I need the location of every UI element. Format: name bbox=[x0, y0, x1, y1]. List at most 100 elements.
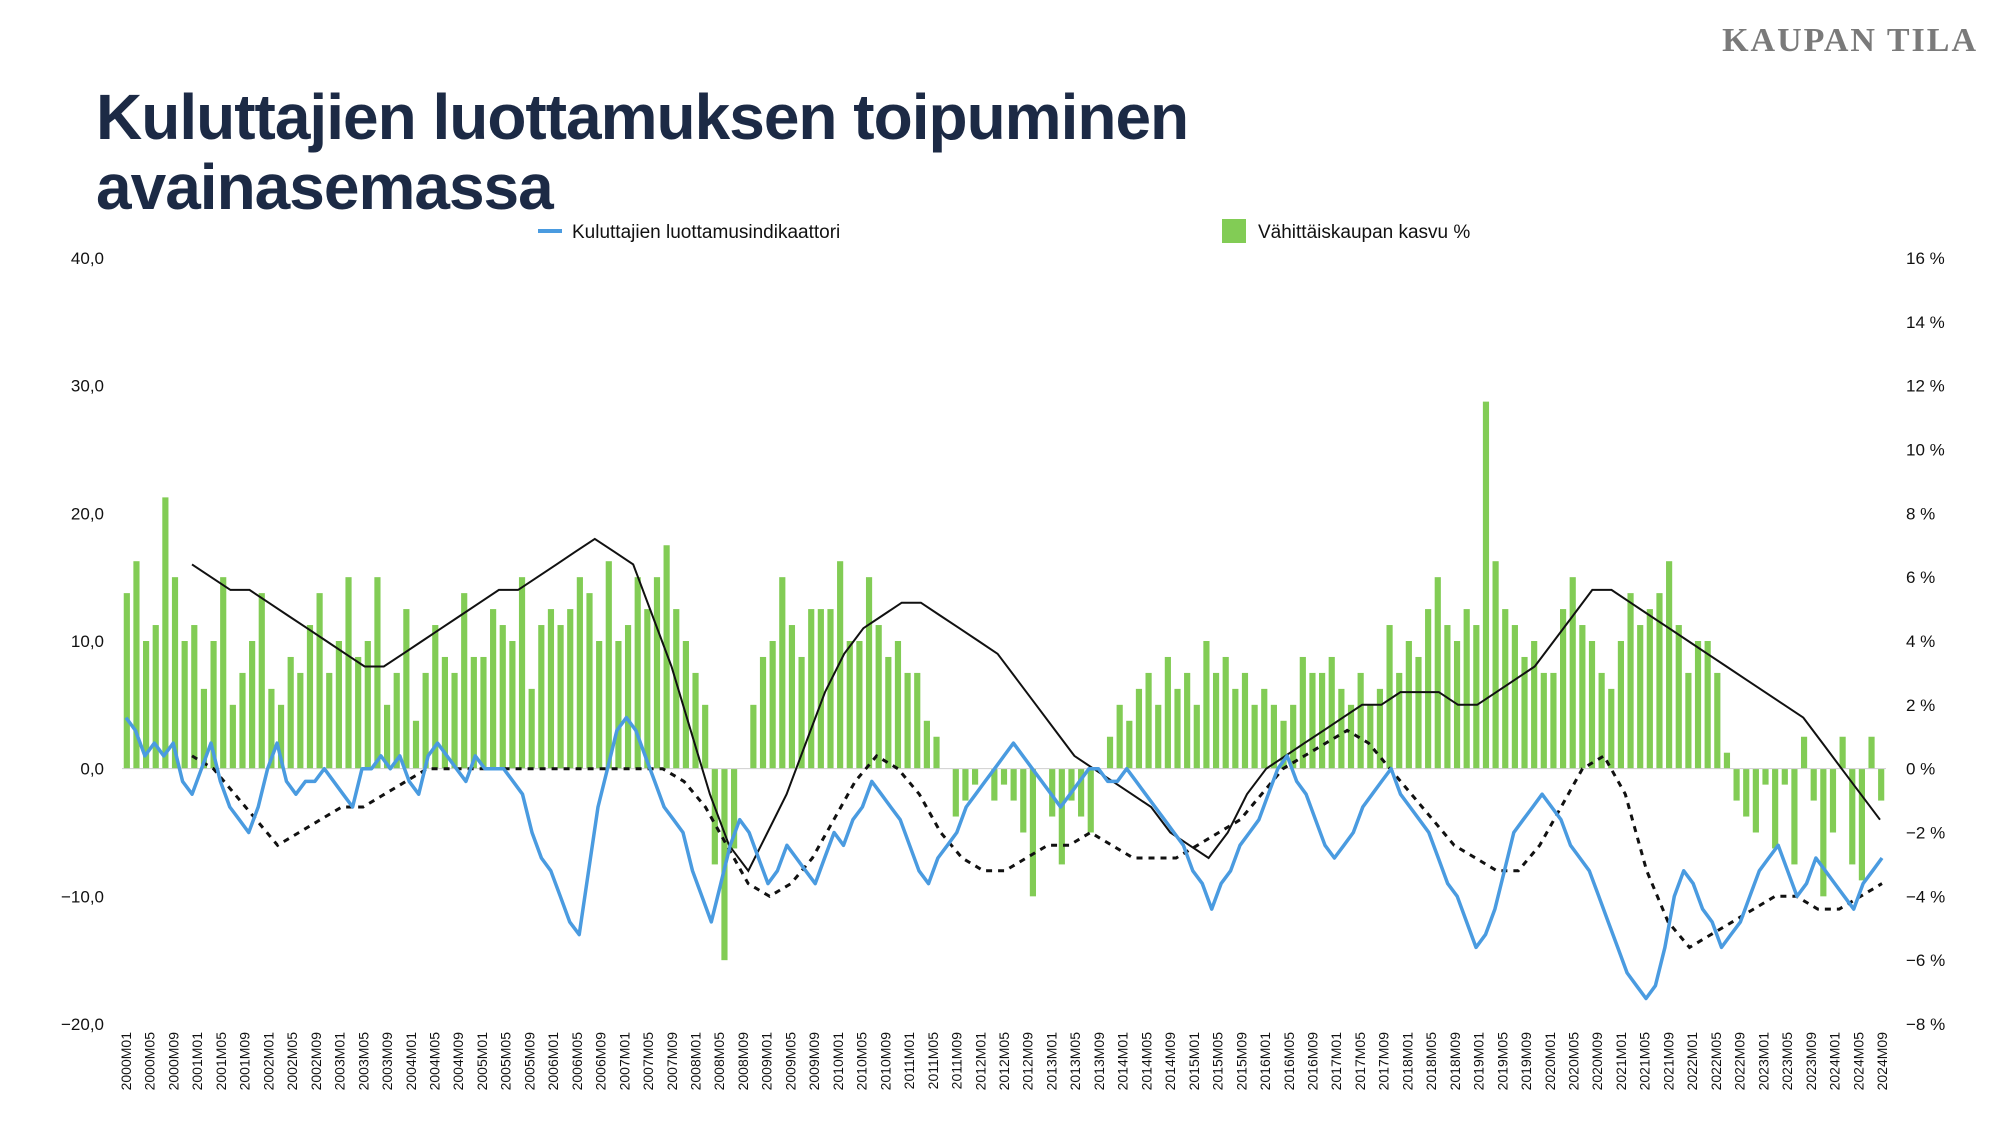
retail-bar bbox=[962, 768, 969, 801]
retail-bar bbox=[827, 609, 834, 769]
retail-bar bbox=[1203, 641, 1210, 769]
retail-bar bbox=[952, 768, 959, 817]
retail-bar bbox=[1531, 641, 1538, 769]
retail-bar bbox=[277, 704, 285, 769]
retail-bar bbox=[1772, 768, 1779, 849]
retail-bar bbox=[1087, 768, 1094, 833]
retail-bar bbox=[364, 641, 371, 769]
x-tick-label: 2012M09 bbox=[1020, 1032, 1036, 1091]
retail-bar bbox=[991, 768, 998, 801]
retail-bar bbox=[1280, 720, 1287, 769]
retail-bar bbox=[412, 720, 420, 769]
retail-bar bbox=[1270, 704, 1277, 769]
retail-bar bbox=[306, 625, 314, 769]
retail-bar bbox=[1386, 625, 1393, 769]
retail-bar bbox=[143, 641, 150, 769]
retail-bar bbox=[229, 704, 236, 769]
x-tick-label: 2006M05 bbox=[569, 1032, 585, 1091]
retail-bar bbox=[1328, 656, 1335, 769]
retail-bar bbox=[1357, 672, 1364, 769]
retail-bar bbox=[1550, 672, 1557, 769]
retail-bar bbox=[432, 625, 439, 769]
retail-bar bbox=[383, 704, 391, 769]
x-tick-label: 2006M01 bbox=[545, 1032, 561, 1091]
retail-bar bbox=[480, 656, 487, 769]
retail-bar bbox=[461, 593, 468, 769]
retail-bar bbox=[499, 625, 506, 769]
retail-bar bbox=[1010, 768, 1017, 801]
x-tick-label: 2002M01 bbox=[260, 1032, 276, 1091]
retail-bar bbox=[1579, 625, 1586, 769]
left-tick-label: 40,0 bbox=[71, 249, 104, 268]
left-tick-label: −20,0 bbox=[61, 1015, 104, 1034]
retail-bar bbox=[1135, 688, 1143, 769]
x-tick-label: 2019M01 bbox=[1471, 1032, 1487, 1091]
retail-bar bbox=[1396, 672, 1403, 769]
x-tick-label: 2009M05 bbox=[782, 1032, 798, 1091]
x-tick-label: 2023M05 bbox=[1779, 1032, 1795, 1091]
retail-bar bbox=[490, 609, 497, 769]
retail-bar bbox=[403, 609, 410, 769]
retail-bar bbox=[220, 577, 227, 769]
retail-bar bbox=[451, 672, 458, 769]
retail-bar bbox=[1627, 593, 1634, 769]
right-tick-label: 2 % bbox=[1906, 696, 1935, 715]
retail-bar bbox=[1338, 688, 1345, 769]
x-tick-label: 2005M05 bbox=[498, 1032, 514, 1091]
x-tick-label: 2011M09 bbox=[949, 1032, 965, 1090]
retail-bar bbox=[518, 577, 526, 769]
retail-bar bbox=[971, 768, 979, 785]
trend-line-dashed bbox=[191, 728, 1883, 950]
retail-bar bbox=[1723, 752, 1731, 769]
x-tick-label: 2001M09 bbox=[237, 1032, 253, 1091]
retail-bar bbox=[624, 625, 632, 769]
retail-bar bbox=[605, 561, 612, 769]
retail-bar bbox=[634, 577, 641, 769]
retail-bar bbox=[1309, 672, 1316, 769]
retail-bar bbox=[1540, 672, 1547, 769]
retail-bar bbox=[808, 609, 815, 769]
x-tick-label: 2024M01 bbox=[1827, 1032, 1843, 1091]
x-tick-label: 2015M01 bbox=[1186, 1032, 1202, 1091]
x-tick-label: 2013M09 bbox=[1091, 1032, 1107, 1091]
retail-bar bbox=[779, 577, 786, 769]
retail-bar bbox=[1290, 704, 1297, 769]
right-tick-label: 0 % bbox=[1906, 760, 1935, 779]
x-tick-label: 2005M09 bbox=[521, 1032, 537, 1091]
retail-bar bbox=[297, 672, 304, 769]
retail-bar bbox=[162, 497, 169, 769]
retail-bar bbox=[1434, 577, 1441, 769]
retail-bar bbox=[1261, 688, 1268, 769]
x-tick-label: 2014M01 bbox=[1115, 1032, 1131, 1091]
retail-bar bbox=[1559, 609, 1567, 769]
retail-bar bbox=[653, 577, 661, 769]
right-axis: 16 % 14 % 12 % 10 % 8 % 6 % 4 % 2 % 0 % −2 % −4 % −… bbox=[1906, 249, 1945, 1034]
retail-bar bbox=[1347, 704, 1355, 769]
x-tick-label: 2010M05 bbox=[854, 1032, 870, 1091]
right-tick-label: 4 % bbox=[1906, 632, 1935, 651]
retail-bar bbox=[393, 672, 400, 769]
retail-bar bbox=[1473, 625, 1480, 769]
retail-bar bbox=[1791, 768, 1798, 865]
retail-bar bbox=[711, 768, 718, 865]
retail-bar bbox=[1222, 656, 1229, 769]
x-tick-label: 2018M09 bbox=[1447, 1032, 1463, 1091]
right-tick-label: 14 % bbox=[1906, 313, 1945, 332]
right-tick-label: −8 % bbox=[1906, 1015, 1945, 1034]
retail-bar bbox=[374, 577, 381, 769]
retail-bar bbox=[470, 656, 477, 769]
retail-bar bbox=[1608, 688, 1615, 769]
right-tick-label: −6 % bbox=[1906, 951, 1945, 970]
retail-bar bbox=[682, 641, 689, 769]
legend-label-confidence: Kuluttajien luottamusindikaattori bbox=[572, 222, 840, 243]
retail-bar bbox=[1646, 609, 1653, 769]
retail-bar bbox=[904, 672, 911, 769]
retail-bar bbox=[1492, 561, 1499, 769]
x-tick-label: 2024M09 bbox=[1874, 1032, 1890, 1091]
retail-bar bbox=[538, 625, 545, 769]
retail-bar bbox=[1637, 625, 1644, 769]
x-tick-label: 2008M05 bbox=[711, 1032, 727, 1091]
x-tick-label: 2021M01 bbox=[1613, 1032, 1629, 1091]
retail-bar bbox=[692, 672, 699, 769]
legend-bar-swatch bbox=[1222, 219, 1246, 243]
